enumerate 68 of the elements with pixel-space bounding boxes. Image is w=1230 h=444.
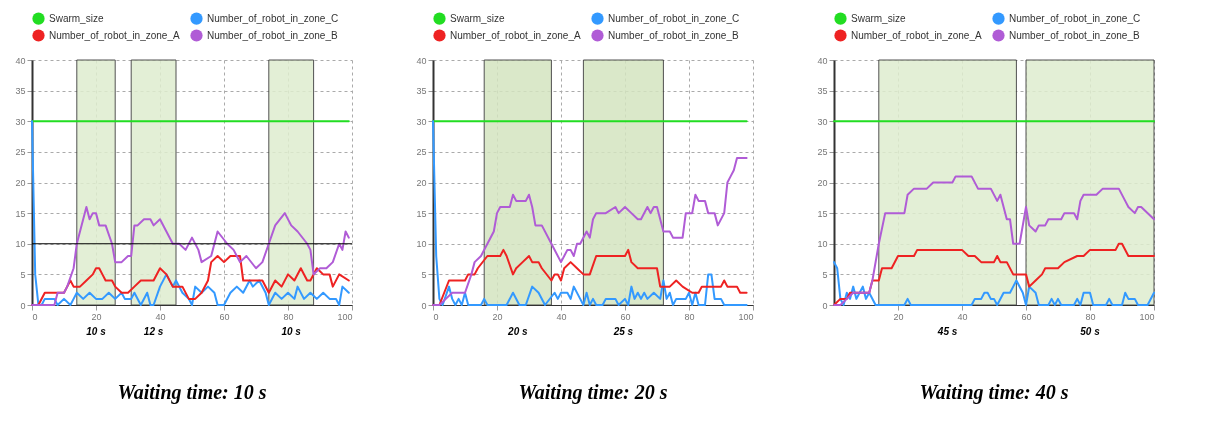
x-tick-label: 20 [893,311,904,322]
y-tick-label: 35 [416,86,427,97]
x-tick-label: 0 [32,311,38,322]
line-series [432,120,748,306]
text: Waiting time: 10 s [117,381,267,404]
y-tick-label: 0 [822,300,828,311]
y-tick-label: 15 [15,208,26,219]
y-tick-label: 5 [20,269,26,280]
y-tick-label: 25 [15,147,26,158]
legend-label: Number_of_robot_in_zone_C [1009,12,1141,24]
x-tick-label: 80 [1085,311,1096,322]
y-tick-label: 25 [416,147,427,158]
band-label: 45 s [936,326,958,337]
x-tick-label: 60 [620,311,631,322]
y-tick-label: 0 [421,300,427,311]
x-tick-label: 60 [1021,311,1032,322]
y-tick-label: 40 [15,55,26,66]
y-tick-label: 10 [15,239,26,250]
y-tick-label: 10 [416,239,427,250]
y-tick-label: 20 [15,178,26,188]
y-tick-label: 35 [15,86,26,97]
y-tick-label: 40 [416,55,427,66]
legend-label: Number_of_robot_in_zone_C [207,12,339,24]
band-label: 10 s [86,326,107,337]
y-tick-label: 0 [20,300,26,311]
y-tick-label: 25 [817,147,828,158]
y-tick-label: 30 [15,116,26,127]
x-tick-label: 100 [1139,311,1155,322]
legend-label: Swarm_size [450,12,505,24]
legend-label: Number_of_robot_in_zone_A [49,29,180,41]
y-tick-label: 40 [817,55,828,66]
legend-label: Swarm_size [851,12,906,24]
y-tick-label: 5 [822,269,828,280]
y-tick-label: 20 [416,178,427,188]
legend-label: Number_of_robot_in_zone_B [1009,29,1140,41]
legend-label: Swarm_size [49,12,104,24]
x-tick-label: 0 [433,311,439,322]
x-tick-label: 20 [91,311,102,322]
legend-label: Number_of_robot_in_zone_A [450,29,581,41]
x-tick-label: 100 [337,311,353,322]
legend-label: Number_of_robot_in_zone_C [608,12,740,24]
x-tick-label: 40 [556,311,567,322]
legend-label: Number_of_robot_in_zone_B [207,29,338,41]
y-tick-label: 35 [817,86,828,97]
y-tick-label: 5 [421,269,427,280]
y-tick-label: 10 [817,239,828,250]
y-tick-label: 20 [817,178,828,188]
text: Waiting time: 20 s [518,381,668,404]
x-tick-label: 60 [219,311,230,322]
x-tick-label: 40 [957,311,968,322]
band-label: 50 s [1080,326,1101,337]
x-tick-label: 80 [684,311,695,322]
x-tick-label: 20 [492,311,503,322]
band-label: 25 s [612,326,634,337]
band-label: 12 s [143,326,164,337]
y-tick-label: 15 [817,208,828,219]
y-tick-label: 30 [817,116,828,127]
text: Waiting time: 40 s [919,381,1069,404]
y-tick-label: 15 [416,208,427,219]
band-label: 10 s [281,326,302,337]
x-tick-label: 80 [283,311,294,322]
band-label: 20 s [507,326,528,337]
legend-label: Number_of_robot_in_zone_B [608,29,739,41]
x-tick-label: 100 [738,311,754,322]
legend-label: Number_of_robot_in_zone_A [851,29,982,41]
y-tick-label: 30 [416,116,427,127]
x-tick-label: 40 [155,311,166,322]
line-series [432,157,748,306]
